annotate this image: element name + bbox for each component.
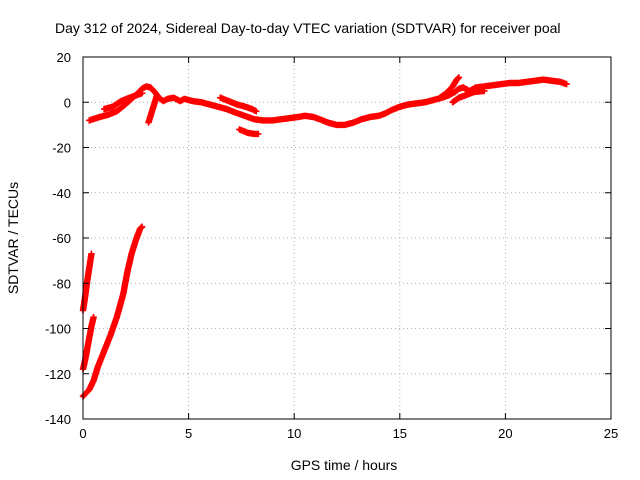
y-tick-label: -20 — [52, 141, 71, 156]
y-tick-label: 20 — [57, 50, 71, 65]
data-marker-path — [217, 94, 260, 115]
y-tick-label: -140 — [45, 412, 71, 427]
grid — [83, 57, 611, 419]
series-branch-c — [145, 92, 161, 126]
x-tick-label: 5 — [185, 426, 192, 441]
y-tick-label: -100 — [45, 322, 71, 337]
y-axis-label: SDTVAR / TECUs — [5, 182, 21, 294]
series-branch-d — [100, 90, 146, 113]
y-tick-label: 0 — [64, 95, 71, 110]
data-marker-path — [145, 92, 161, 126]
data-marker-path — [79, 223, 146, 400]
series-branch-b — [236, 126, 262, 138]
data-marker-path — [79, 250, 95, 314]
x-tick-label: 15 — [393, 426, 407, 441]
data-marker-path — [100, 90, 146, 113]
y-tick-label: -80 — [52, 276, 71, 291]
x-tick-label: 0 — [79, 426, 86, 441]
axis-ticks: 0 5 10 15 20 25 -140 -120 -100 -80 -60 -40 -20 0 20 — [45, 50, 618, 441]
series-branch-a — [217, 94, 260, 115]
data-marker-path — [79, 314, 97, 373]
x-tick-label: 20 — [498, 426, 512, 441]
x-tick-label: 25 — [604, 426, 618, 441]
y-tick-label: -60 — [52, 231, 71, 246]
x-axis-label: GPS time / hours — [291, 457, 398, 473]
data-points — [79, 74, 570, 400]
series-steep-ramp-3 — [79, 250, 95, 314]
data-marker-path — [436, 74, 463, 101]
y-tick-label: -120 — [45, 367, 71, 382]
y-tick-label: -40 — [52, 186, 71, 201]
data-marker-path — [449, 87, 488, 106]
series-diurnal-trace-lower — [449, 87, 488, 106]
series-diurnal-trace-upper — [436, 74, 463, 101]
x-tick-label: 10 — [287, 426, 301, 441]
series-steep-ramp-1 — [79, 223, 146, 400]
chart-title: Day 312 of 2024, Sidereal Day-to-day VTE… — [55, 20, 561, 36]
series-steep-ramp-2 — [79, 314, 97, 373]
data-marker-path — [236, 126, 262, 138]
